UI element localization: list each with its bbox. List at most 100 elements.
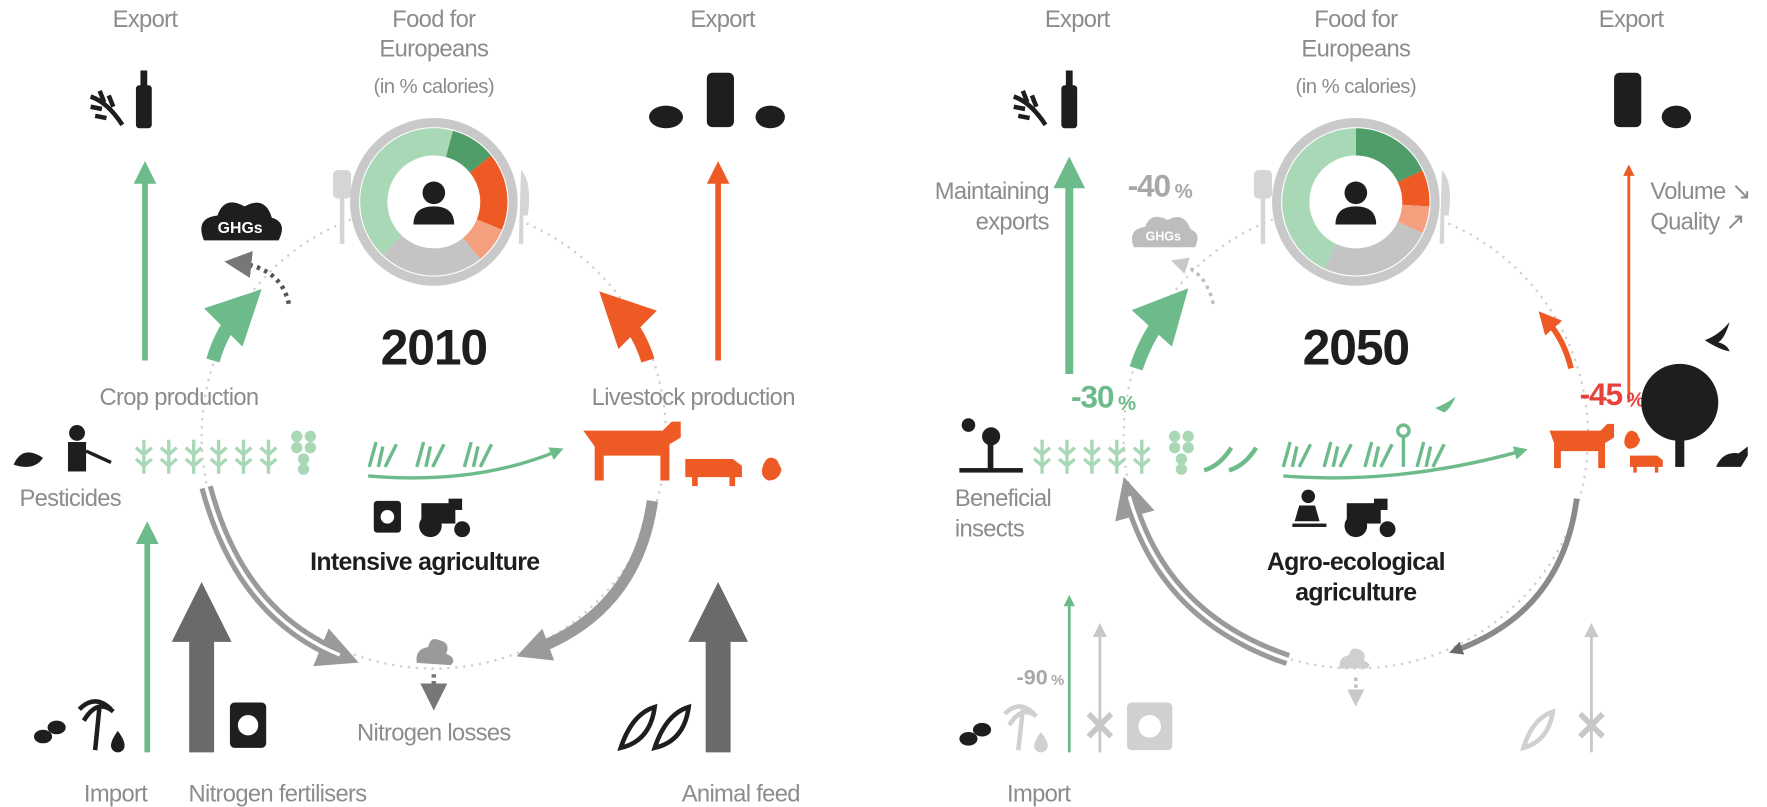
diet-segment	[1397, 170, 1430, 207]
wheat-row	[134, 439, 278, 474]
change-value: -30	[1071, 378, 1114, 414]
fertiliser-bag	[1127, 702, 1173, 751]
grass	[367, 441, 494, 468]
change-value: -45	[1580, 376, 1623, 412]
label: Beneficial	[955, 485, 1051, 512]
arrow	[1129, 288, 1189, 371]
import-icons	[959, 704, 1048, 753]
arrow-inner	[1127, 495, 1289, 662]
cutlery	[333, 170, 530, 244]
diet-segment	[360, 128, 453, 256]
label: (in % calories)	[1296, 76, 1417, 98]
nature-icons	[1641, 321, 1748, 467]
arrow	[203, 289, 262, 363]
person-head	[1344, 181, 1368, 205]
grapes	[291, 430, 317, 475]
cross	[1086, 711, 1114, 739]
panel-2050: Export Maintaining exports -40 % GHGs Fo…	[935, 6, 1752, 807]
label: Export	[1599, 6, 1665, 33]
export-icons	[649, 72, 785, 129]
change-unit: %	[1118, 393, 1136, 415]
label: Nitrogen fertilisers	[189, 781, 368, 807]
label: Food for	[1314, 6, 1398, 33]
arrow	[1171, 257, 1215, 305]
diet-donut	[1272, 118, 1440, 286]
insect-icon	[959, 418, 1023, 473]
label: Food for	[392, 6, 476, 33]
arrow	[1115, 476, 1291, 666]
arrow	[367, 447, 564, 480]
system-label: Agro-ecological	[1267, 548, 1445, 576]
diet-donut	[350, 118, 518, 286]
change-value: -90	[1017, 665, 1048, 689]
diet-segment	[469, 155, 508, 230]
diet-segment	[1355, 128, 1423, 183]
ghg-cloud: GHGs	[201, 202, 282, 241]
peas	[1203, 446, 1259, 473]
label: Volume ↘	[1650, 178, 1750, 205]
person-body	[413, 206, 455, 225]
change-unit: %	[1175, 181, 1193, 203]
label: Livestock production	[592, 384, 795, 411]
arrow	[1283, 446, 1528, 480]
label: Crop production	[100, 384, 259, 411]
label: GHGs	[1146, 229, 1181, 243]
arrow	[1538, 311, 1574, 370]
label: Pesticides	[19, 485, 121, 512]
export-icons	[1012, 70, 1078, 129]
person-head	[422, 181, 446, 205]
label: Export	[1045, 6, 1111, 33]
cutlery	[1253, 170, 1451, 244]
label: Europeans	[379, 35, 489, 62]
diet-segment	[445, 130, 492, 174]
label: Import	[1007, 781, 1071, 807]
label: Nitrogen losses	[357, 720, 511, 747]
input-icons	[1292, 489, 1396, 538]
arrow-inner	[204, 486, 341, 657]
bird-icon	[1435, 396, 1456, 413]
label: Europeans	[1301, 35, 1411, 62]
change-value: -40	[1128, 168, 1171, 204]
panel-2010: Export Food for Europeans (in % calories…	[13, 6, 800, 807]
grass	[1281, 423, 1446, 468]
label: Maintaining	[935, 178, 1049, 205]
label: Export	[113, 6, 179, 33]
manure-icon	[416, 638, 454, 666]
cross	[1578, 711, 1605, 739]
system-label: Intensive agriculture	[310, 548, 539, 576]
label: GHGs	[218, 220, 263, 237]
diet-segment	[1397, 204, 1430, 234]
diet-segment	[382, 234, 481, 276]
arrow	[599, 291, 657, 363]
diet-segment	[462, 218, 502, 260]
wheat-row	[1033, 439, 1151, 474]
label: Import	[84, 781, 148, 807]
ghg-cloud: GHGs	[1131, 216, 1198, 248]
arrow	[516, 500, 659, 661]
year: 2010	[381, 320, 487, 376]
livestock-icons	[583, 421, 782, 487]
label: Quality ↗	[1650, 209, 1744, 236]
year: 2050	[1303, 320, 1409, 376]
soy-icon	[617, 703, 692, 751]
pesticide-icons	[13, 425, 112, 472]
arrow	[1449, 498, 1580, 655]
label: Animal feed	[682, 781, 800, 807]
input-icons	[373, 498, 471, 538]
livestock-icons	[1549, 423, 1663, 473]
label: insects	[955, 516, 1025, 543]
diet-segment	[1324, 221, 1423, 276]
system-label: agriculture	[1295, 578, 1416, 606]
change-unit: %	[1051, 673, 1064, 689]
person-body	[1335, 206, 1377, 225]
grapes	[1168, 430, 1194, 475]
change-unit: %	[1627, 390, 1645, 412]
export-icons	[1614, 72, 1692, 129]
export-icons	[89, 70, 152, 129]
label: Export	[690, 6, 756, 33]
import-icons	[33, 699, 125, 753]
manure-icon	[1339, 648, 1370, 669]
fertiliser-bag	[229, 702, 267, 748]
label: (in % calories)	[374, 76, 495, 98]
